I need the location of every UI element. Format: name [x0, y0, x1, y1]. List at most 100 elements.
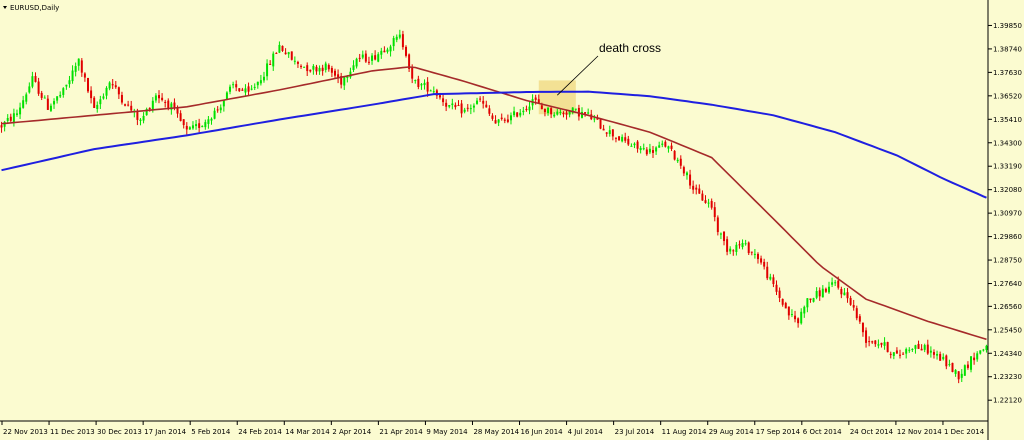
candle [908, 347, 911, 353]
candle [627, 135, 630, 146]
candle [648, 143, 651, 155]
candle [914, 344, 917, 354]
candle [667, 145, 670, 153]
candle [46, 95, 49, 110]
candle [195, 119, 198, 130]
candle [818, 287, 821, 301]
candle [744, 239, 747, 246]
candle [463, 107, 466, 114]
x-tick-label: 6 Oct 2014 [803, 428, 842, 436]
candle [760, 255, 763, 265]
candle [130, 100, 133, 113]
candle [614, 137, 617, 143]
candle [729, 246, 732, 255]
y-tick-label: 1.33190 [993, 163, 1022, 171]
candle [392, 35, 395, 51]
x-tick-label: 21 Apr 2014 [379, 428, 423, 436]
candle [630, 143, 633, 147]
candle [250, 85, 253, 91]
candle [865, 327, 868, 348]
candle [451, 98, 454, 110]
candle [827, 281, 830, 294]
candle [114, 81, 117, 89]
candle [942, 353, 945, 361]
x-tick-label: 2 Apr 2014 [332, 428, 371, 436]
x-tick-label: 17 Sep 2014 [756, 428, 801, 436]
candle [698, 184, 701, 194]
candle [309, 69, 312, 73]
candle [806, 298, 809, 313]
y-tick-label: 1.23230 [993, 373, 1022, 381]
candle [361, 50, 364, 60]
candle [244, 84, 247, 96]
fast-moving-average-line [1, 66, 987, 341]
candle [25, 92, 28, 105]
candle [797, 317, 800, 328]
y-tick-label: 1.28750 [993, 257, 1022, 265]
y-tick-label: 1.25450 [993, 326, 1022, 334]
candle [926, 339, 929, 355]
candle [861, 322, 864, 337]
y-tick-label: 1.30970 [993, 210, 1022, 218]
y-tick-label: 1.29860 [993, 233, 1022, 241]
candle [497, 118, 500, 127]
candle [522, 106, 525, 116]
candle [182, 119, 185, 129]
candle [973, 352, 976, 365]
y-tick-label: 1.36520 [993, 92, 1022, 100]
candle [840, 286, 843, 299]
candle [636, 140, 639, 153]
candle [188, 126, 191, 131]
candle [812, 297, 815, 303]
x-tick-label: 4 Jul 2014 [568, 428, 604, 436]
candle [519, 108, 522, 118]
candle [281, 45, 284, 52]
candle [300, 64, 303, 69]
y-tick-label: 1.24340 [993, 350, 1022, 358]
candle [327, 63, 330, 72]
candle [318, 65, 321, 75]
x-tick-label: 22 Nov 2013 [3, 428, 48, 436]
candle [871, 340, 874, 344]
candle [31, 71, 34, 89]
y-tick-label: 1.26560 [993, 303, 1022, 311]
candle [815, 287, 818, 300]
candle [389, 44, 392, 57]
candle [516, 112, 519, 118]
title-dropdown-icon[interactable] [3, 6, 7, 9]
candle [229, 84, 232, 95]
candle [225, 91, 228, 101]
candle [676, 157, 679, 163]
candle [905, 347, 908, 359]
candle [102, 93, 105, 100]
candle [528, 101, 531, 115]
x-tick-label: 17 Jan 2014 [144, 428, 187, 436]
candle [74, 62, 77, 77]
candle [80, 58, 83, 77]
candle [525, 105, 528, 112]
candle [824, 287, 827, 293]
death-cross-annotation: death cross [599, 41, 661, 55]
candle [707, 198, 710, 208]
candle [892, 352, 895, 360]
candle [902, 352, 905, 355]
candle [472, 103, 475, 113]
candle [105, 86, 108, 100]
candle [618, 135, 621, 141]
candle [210, 117, 213, 125]
x-tick-label: 30 Dec 2013 [97, 428, 142, 436]
candle [769, 273, 772, 281]
candle [219, 104, 222, 114]
candle [899, 349, 902, 359]
candle [753, 249, 756, 259]
candle [466, 104, 469, 112]
candle [448, 104, 451, 109]
candle [315, 64, 318, 75]
candle [868, 336, 871, 347]
candle [476, 97, 479, 105]
candle [547, 107, 550, 116]
y-tick-label: 1.27640 [993, 280, 1022, 288]
candle [756, 252, 759, 264]
candle [312, 64, 315, 75]
